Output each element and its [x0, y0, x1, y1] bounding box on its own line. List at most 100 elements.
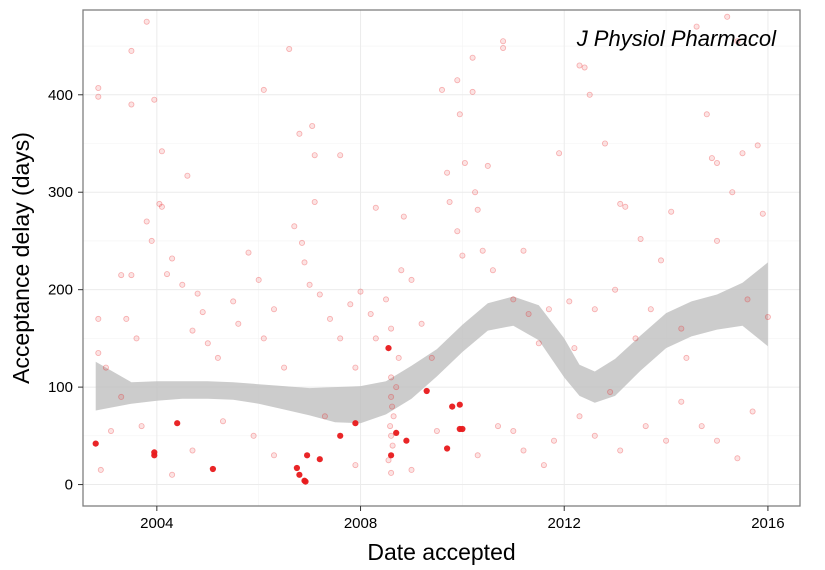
data-point [510, 427, 517, 434]
data-point [250, 432, 257, 439]
data-point [398, 267, 405, 274]
data-point [647, 306, 654, 313]
grid-lines [83, 10, 800, 506]
data-point [138, 423, 145, 430]
data-point [586, 91, 593, 98]
data-point [446, 198, 453, 205]
data-point [286, 46, 293, 53]
data-point [540, 462, 547, 469]
data-point [714, 437, 721, 444]
data-point [395, 354, 402, 361]
data-point [607, 388, 614, 395]
data-point [388, 325, 395, 332]
data-point [489, 267, 496, 274]
data-point [510, 296, 517, 303]
data-point [321, 413, 328, 420]
data-point [734, 38, 741, 45]
data-point [388, 432, 395, 439]
data-point [352, 364, 359, 371]
data-point [95, 349, 102, 356]
data-point [382, 296, 389, 303]
data-point [469, 88, 476, 95]
background-points [95, 13, 771, 478]
data-point [118, 393, 125, 400]
x-tick-label: 2016 [751, 515, 784, 532]
data-point [291, 223, 298, 230]
data-point [260, 86, 267, 93]
data-point [316, 291, 323, 298]
data-point [545, 306, 552, 313]
highlighted-data-point [151, 449, 158, 456]
y-tick-label: 0 [65, 477, 73, 494]
data-point [759, 210, 766, 217]
data-point [479, 247, 486, 254]
highlighted-data-point [293, 464, 300, 472]
data-point [714, 237, 721, 244]
confidence-band [95, 262, 768, 424]
data-point [301, 259, 308, 266]
data-point [566, 298, 573, 305]
data-point [591, 306, 598, 313]
data-point [576, 62, 583, 69]
data-point [255, 276, 262, 283]
data-point [749, 408, 756, 415]
data-point [703, 111, 710, 118]
data-point [235, 320, 242, 327]
x-axis-title: Date accepted [367, 539, 515, 565]
highlighted-data-point [209, 465, 216, 473]
data-point [576, 413, 583, 420]
data-point [95, 93, 102, 100]
data-point [535, 340, 542, 347]
data-point [698, 423, 705, 430]
data-point [551, 437, 558, 444]
data-point [617, 200, 624, 207]
data-point [169, 471, 176, 478]
data-point [179, 281, 186, 288]
highlighted-data-point [388, 452, 395, 459]
data-point [571, 345, 578, 352]
highlighted-data-point [337, 432, 344, 439]
data-point [163, 271, 170, 278]
data-point [474, 452, 481, 459]
data-point [683, 354, 690, 361]
data-point [352, 462, 359, 469]
data-point [484, 162, 491, 169]
highlighted-data-point [352, 420, 359, 427]
data-point [311, 198, 318, 205]
data-point [143, 218, 150, 225]
data-point [230, 298, 237, 305]
data-point [158, 148, 165, 155]
data-point [118, 272, 125, 279]
data-point [219, 418, 226, 425]
data-point [739, 150, 746, 157]
confidence-ribbon [95, 262, 768, 424]
data-point [311, 152, 318, 159]
data-point [418, 320, 425, 327]
data-point [367, 310, 374, 317]
y-tick-label: 100 [48, 379, 73, 396]
data-point [500, 38, 507, 45]
y-tick-label: 400 [48, 87, 73, 104]
data-point [754, 142, 761, 149]
y-tick-label: 300 [48, 184, 73, 201]
data-point [148, 237, 155, 244]
data-point [270, 306, 277, 313]
data-point [408, 466, 415, 473]
data-point [204, 340, 211, 347]
y-axis-title: Acceptance delay (days) [8, 132, 34, 384]
data-point [474, 206, 481, 213]
data-point [128, 272, 135, 279]
data-point [270, 452, 277, 459]
data-point [390, 413, 397, 420]
data-point [169, 255, 176, 262]
data-point [708, 155, 715, 162]
data-point [260, 335, 267, 342]
data-point [385, 457, 392, 464]
data-point [678, 325, 685, 332]
data-point [143, 18, 150, 25]
plot-panel [83, 10, 800, 506]
data-point [184, 172, 191, 179]
data-point [133, 335, 140, 342]
data-point [214, 354, 221, 361]
data-point [744, 296, 751, 303]
